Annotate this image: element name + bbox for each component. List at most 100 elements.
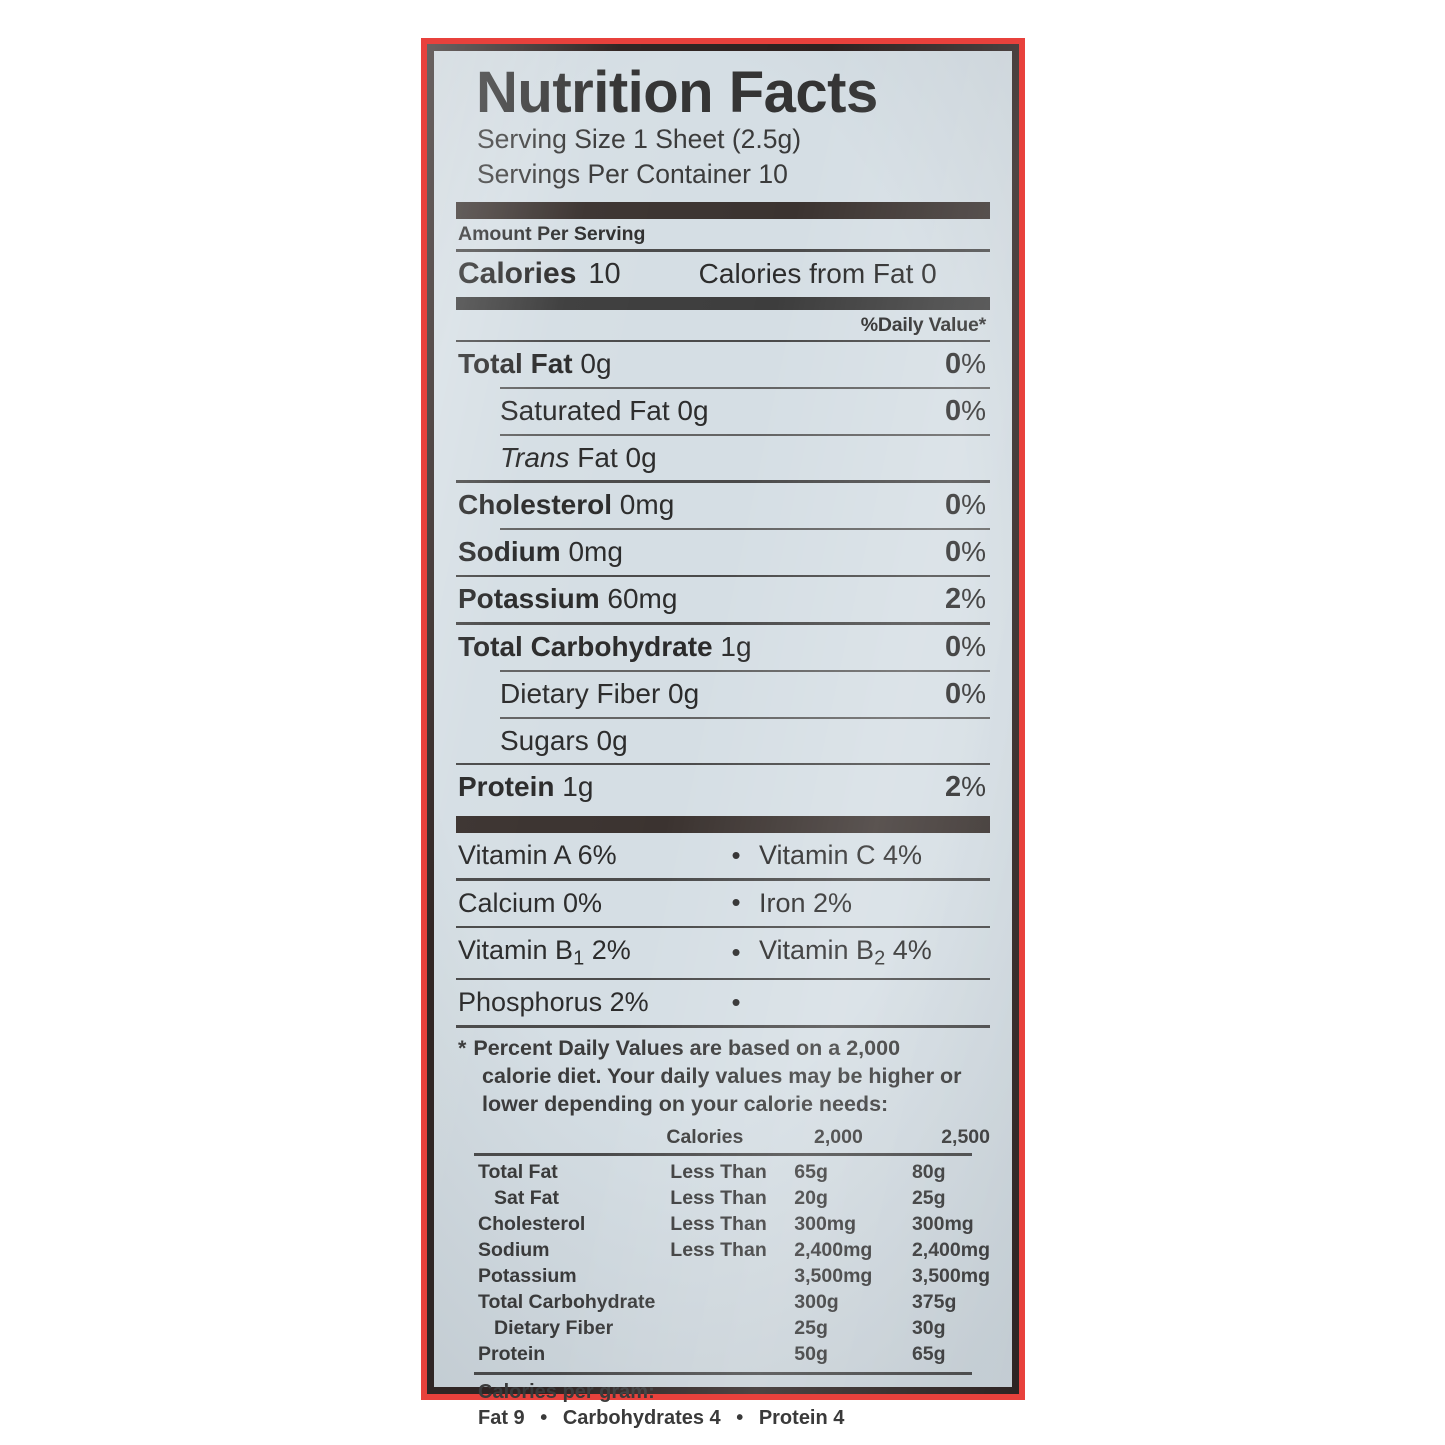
- footnote-asterisk: *: [458, 1035, 467, 1060]
- calories-label: Calories: [458, 256, 577, 290]
- dv-row-name: Total Carbohydrate: [478, 1291, 656, 1314]
- daily-value-reference-table: Calories 2,000 2,500: [456, 1124, 990, 1152]
- calories-per-gram-values: Fat 9 • Carbohydrates 4 • Protein 4: [478, 1405, 990, 1431]
- nutrient-daily-value: 2%: [944, 583, 986, 616]
- cpg-carbs: Carbohydrates 4: [562, 1407, 721, 1430]
- dv-table-row: Total Fat Less Than 65g 80g: [456, 1160, 990, 1186]
- vitamin-left: Vitamin B1 2%: [458, 935, 631, 970]
- dv-row-value-2500: 25g: [911, 1187, 946, 1210]
- vitamin-left: Phosphorus 2%: [458, 987, 649, 1018]
- nutrient-name: Protein 1g: [458, 771, 594, 803]
- nutrient-divider: [456, 762, 990, 766]
- nutrient-row: Protein 1g 2%: [456, 765, 990, 810]
- cpg-sep-1: •: [540, 1407, 548, 1430]
- nutrient-name: Sodium 0mg: [458, 535, 623, 567]
- vitamin-right: Vitamin C 4%: [759, 840, 923, 871]
- package-red-border: Nutrition Facts Serving Size 1 Sheet (2.…: [421, 38, 1025, 1429]
- dv-row-value-2000: 25g: [794, 1317, 828, 1340]
- dv-row-qualifier: [670, 1342, 794, 1368]
- nutrient-row: Trans Fat 0g: [456, 436, 990, 480]
- dv-row-name: Cholesterol: [478, 1213, 586, 1236]
- footnote-line-3: lower depending on your calorie needs:: [482, 1091, 889, 1116]
- dv-row-name: Sat Fat: [494, 1187, 560, 1210]
- nutrient-row: Sugars 0g: [456, 719, 990, 763]
- dv-row-qualifier: Less Than: [670, 1187, 767, 1210]
- nutrient-divider: [456, 480, 990, 483]
- dv-row-qualifier: [670, 1316, 794, 1342]
- nutrient-list: Total Fat 0g 0% Saturated Fat 0g 0% Trans Fa…: [456, 342, 990, 810]
- dv-table-header-cell: 2,500: [941, 1125, 990, 1148]
- daily-value-footnote: * Percent Daily Values are based on a 2,0…: [456, 1028, 990, 1121]
- dv-row-value-2000: 20g: [794, 1187, 828, 1210]
- vitamin-row: Calcium 0% • Iron 2%: [456, 881, 990, 926]
- dv-table-row: Dietary Fiber 25g 30g: [456, 1316, 990, 1342]
- servings-per-container: Servings Per Container 10: [477, 158, 788, 189]
- dv-row-qualifier: [670, 1290, 794, 1316]
- dv-row-value-2500: 65g: [911, 1343, 946, 1366]
- nutrient-divider: [500, 434, 990, 437]
- nutrient-daily-value: 0%: [944, 630, 986, 663]
- vitamin-divider: [456, 878, 990, 881]
- vitamin-row: Vitamin B1 2% • Vitamin B2 4%: [456, 928, 990, 978]
- dv-row-value-2000: 3,500mg: [794, 1265, 873, 1288]
- nutrient-daily-value: 0%: [944, 677, 986, 710]
- divider-dv-header: [456, 339, 990, 343]
- dv-table-header-cell: 2,000: [814, 1125, 863, 1148]
- calories-from-fat: Calories from Fat 0: [698, 257, 937, 289]
- nutrient-divider: [500, 669, 990, 672]
- dv-row-name: Total Fat: [478, 1161, 558, 1184]
- nutrient-divider: [456, 574, 990, 578]
- bullet-separator-icon: •: [731, 986, 741, 1017]
- dv-row-qualifier: [670, 1264, 794, 1290]
- daily-value-reference-rows: Total Fat Less Than 65g 80g Sat Fat Less Than…: [456, 1160, 990, 1368]
- vitamin-divider: [456, 925, 990, 929]
- daily-value-header: %Daily Value*: [860, 313, 987, 336]
- serving-size: Serving Size 1 Sheet (2.5g): [477, 124, 802, 155]
- dv-table-header-row: Calories 2,000 2,500: [456, 1124, 990, 1152]
- calories-per-gram-block: Calories per gram: Fat 9 • Carbohydrates…: [456, 1379, 990, 1432]
- dv-row-value-2000: 50g: [794, 1343, 828, 1366]
- vitamin-divider: [456, 977, 990, 981]
- nutrient-row: Saturated Fat 0g 0%: [456, 389, 990, 434]
- nutrient-row: Total Fat 0g 0%: [456, 342, 990, 387]
- nutrient-name: Cholesterol 0mg: [458, 488, 675, 520]
- nutrient-daily-value: 0%: [944, 488, 986, 521]
- dv-table-bottom-rule: [474, 1371, 972, 1375]
- label-dark-frame: Nutrition Facts Serving Size 1 Sheet (2.…: [427, 44, 1019, 1429]
- dv-row-name: Dietary Fiber: [494, 1317, 614, 1340]
- nutrient-daily-value: 0%: [944, 348, 986, 381]
- vitamin-left: Calcium 0%: [458, 887, 603, 918]
- vitamin-row: Phosphorus 2% •: [456, 980, 990, 1025]
- dv-row-value-2000: 300mg: [794, 1213, 857, 1236]
- amount-per-serving-label: Amount Per Serving: [458, 223, 646, 246]
- dv-row-name: Potassium: [478, 1265, 577, 1288]
- nutrient-row: Potassium 60mg 2%: [456, 577, 990, 622]
- dv-row-value-2500: 30g: [911, 1317, 946, 1340]
- dv-row-value-2500: 375g: [911, 1291, 957, 1314]
- nutrient-divider: [456, 622, 990, 625]
- dv-table-row: Potassium 3,500mg 3,500mg: [456, 1264, 990, 1290]
- bullet-separator-icon: •: [731, 937, 741, 968]
- nutrient-row: Total Carbohydrate 1g 0%: [456, 625, 990, 670]
- dv-row-value-2500: 300mg: [911, 1213, 974, 1236]
- nutrient-divider: [500, 387, 990, 390]
- divider-amount: [456, 249, 990, 252]
- calories-value: 10: [588, 257, 621, 290]
- dv-table-row: Sodium Less Than 2,400mg 2,400mg: [456, 1238, 990, 1264]
- nutrient-daily-value: 0%: [944, 395, 986, 428]
- nutrient-divider: [500, 716, 990, 719]
- vitamin-row: Vitamin A 6% • Vitamin C 4%: [456, 833, 990, 878]
- bullet-separator-icon: •: [731, 887, 741, 918]
- page-title: Nutrition Facts: [476, 60, 878, 125]
- dv-row-name: Sodium: [478, 1239, 550, 1262]
- nutrient-row: Dietary Fiber 0g 0%: [456, 672, 990, 717]
- divider-thick-vitamins: [456, 816, 990, 834]
- nutrient-name: Saturated Fat 0g: [500, 395, 709, 427]
- calories-per-gram-title: Calories per gram:: [478, 1380, 655, 1403]
- divider-thick-top: [456, 202, 990, 220]
- nutrient-name: Total Carbohydrate 1g: [458, 630, 752, 662]
- subscript: 2: [874, 947, 886, 970]
- nutrient-name: Trans Fat 0g: [500, 442, 657, 474]
- calories-row: Calories 10 Calories from Fat 0: [456, 252, 990, 297]
- nutrient-name: Sugars 0g: [500, 724, 628, 756]
